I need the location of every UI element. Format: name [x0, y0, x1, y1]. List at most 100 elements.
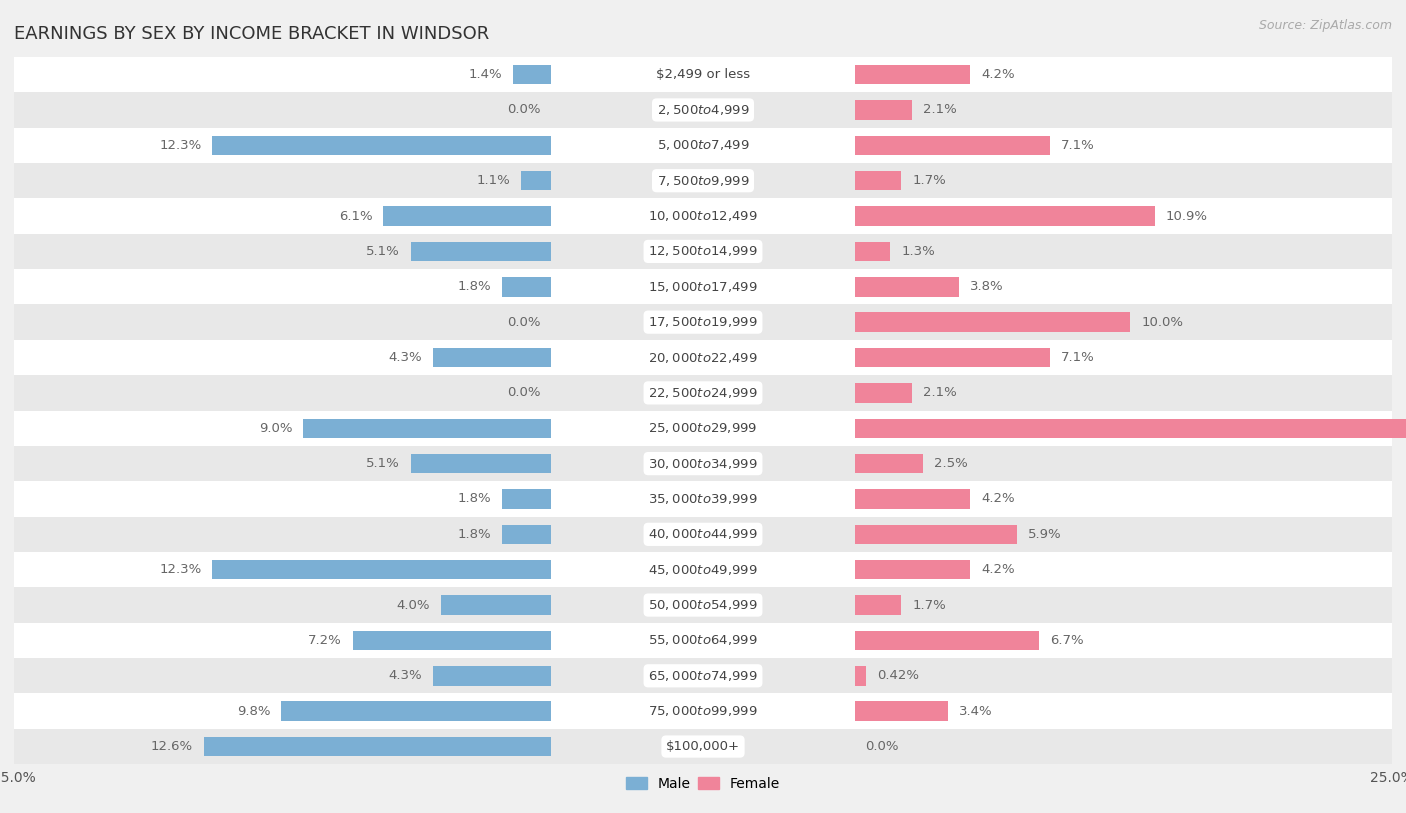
Text: $65,000 to $74,999: $65,000 to $74,999 [648, 669, 758, 683]
Bar [855, 631, 1039, 650]
Bar [855, 207, 1154, 226]
Text: 1.7%: 1.7% [912, 174, 946, 187]
Text: $22,500 to $24,999: $22,500 to $24,999 [648, 386, 758, 400]
Text: $100,000+: $100,000+ [666, 740, 740, 753]
Text: $7,500 to $9,999: $7,500 to $9,999 [657, 174, 749, 188]
Bar [14, 376, 1392, 411]
Bar [14, 269, 1392, 304]
Bar [14, 659, 1392, 693]
Bar [14, 57, 1392, 92]
Text: 6.7%: 6.7% [1050, 634, 1084, 647]
Bar [14, 729, 1392, 764]
Text: $15,000 to $17,499: $15,000 to $17,499 [648, 280, 758, 293]
Bar [212, 560, 551, 580]
Text: 7.1%: 7.1% [1062, 139, 1095, 152]
Text: 2.5%: 2.5% [935, 457, 969, 470]
Bar [14, 233, 1392, 269]
Text: 6.1%: 6.1% [339, 210, 373, 223]
Text: 1.4%: 1.4% [468, 68, 502, 81]
Bar [855, 524, 1017, 544]
Text: 12.3%: 12.3% [159, 139, 201, 152]
Text: $2,499 or less: $2,499 or less [657, 68, 749, 81]
Bar [411, 241, 551, 261]
Text: 5.1%: 5.1% [366, 457, 399, 470]
Bar [513, 65, 551, 85]
Bar [14, 446, 1392, 481]
Bar [855, 595, 901, 615]
Bar [14, 623, 1392, 659]
Bar [353, 631, 551, 650]
Bar [855, 666, 866, 685]
Bar [855, 100, 912, 120]
Text: EARNINGS BY SEX BY INCOME BRACKET IN WINDSOR: EARNINGS BY SEX BY INCOME BRACKET IN WIN… [14, 24, 489, 43]
Bar [14, 587, 1392, 623]
Text: 1.8%: 1.8% [457, 493, 491, 506]
Bar [855, 383, 912, 402]
Text: 7.2%: 7.2% [308, 634, 342, 647]
Text: 0.0%: 0.0% [866, 740, 898, 753]
Text: 9.8%: 9.8% [236, 705, 270, 718]
Text: $5,000 to $7,499: $5,000 to $7,499 [657, 138, 749, 152]
Text: $12,500 to $14,999: $12,500 to $14,999 [648, 245, 758, 259]
Text: 0.42%: 0.42% [877, 669, 920, 682]
Legend: Male, Female: Male, Female [620, 771, 786, 796]
Bar [855, 171, 901, 190]
Bar [14, 481, 1392, 517]
Bar [502, 489, 551, 509]
Text: $40,000 to $44,999: $40,000 to $44,999 [648, 528, 758, 541]
Text: 0.0%: 0.0% [508, 315, 540, 328]
Text: 4.2%: 4.2% [981, 493, 1015, 506]
Bar [14, 517, 1392, 552]
Bar [855, 312, 1130, 332]
Text: 12.6%: 12.6% [150, 740, 193, 753]
Bar [855, 241, 890, 261]
Bar [14, 198, 1392, 234]
Text: $20,000 to $22,499: $20,000 to $22,499 [648, 350, 758, 364]
Text: 0.0%: 0.0% [508, 103, 540, 116]
Text: 1.8%: 1.8% [457, 528, 491, 541]
Bar [14, 693, 1392, 729]
Text: 3.4%: 3.4% [959, 705, 993, 718]
Text: 2.1%: 2.1% [924, 386, 957, 399]
Bar [433, 348, 551, 367]
Bar [281, 702, 551, 721]
Bar [441, 595, 551, 615]
Text: 4.0%: 4.0% [396, 598, 430, 611]
Bar [14, 411, 1392, 446]
Text: $35,000 to $39,999: $35,000 to $39,999 [648, 492, 758, 506]
Bar [14, 92, 1392, 128]
Text: 4.2%: 4.2% [981, 563, 1015, 576]
Text: 12.3%: 12.3% [159, 563, 201, 576]
Text: $2,500 to $4,999: $2,500 to $4,999 [657, 103, 749, 117]
Text: $17,500 to $19,999: $17,500 to $19,999 [648, 315, 758, 329]
Bar [14, 128, 1392, 163]
Text: $25,000 to $29,999: $25,000 to $29,999 [648, 421, 758, 435]
Bar [855, 136, 1050, 155]
Text: 5.1%: 5.1% [366, 245, 399, 258]
Bar [855, 489, 970, 509]
Bar [14, 552, 1392, 587]
Bar [411, 454, 551, 473]
Bar [14, 304, 1392, 340]
Text: $10,000 to $12,499: $10,000 to $12,499 [648, 209, 758, 223]
Bar [384, 207, 551, 226]
Text: 10.9%: 10.9% [1166, 210, 1208, 223]
Text: $55,000 to $64,999: $55,000 to $64,999 [648, 633, 758, 647]
Text: 4.3%: 4.3% [388, 351, 422, 364]
Bar [204, 737, 551, 756]
Bar [855, 348, 1050, 367]
Text: 2.1%: 2.1% [924, 103, 957, 116]
Text: $30,000 to $34,999: $30,000 to $34,999 [648, 457, 758, 471]
Bar [855, 702, 948, 721]
Text: 1.7%: 1.7% [912, 598, 946, 611]
Text: 1.8%: 1.8% [457, 280, 491, 293]
Bar [14, 340, 1392, 375]
Text: 7.1%: 7.1% [1062, 351, 1095, 364]
Text: 9.0%: 9.0% [259, 422, 292, 435]
Bar [855, 65, 970, 85]
Text: 1.1%: 1.1% [477, 174, 510, 187]
Bar [855, 419, 1406, 438]
Bar [522, 171, 551, 190]
Bar [855, 277, 959, 297]
Text: $50,000 to $54,999: $50,000 to $54,999 [648, 598, 758, 612]
